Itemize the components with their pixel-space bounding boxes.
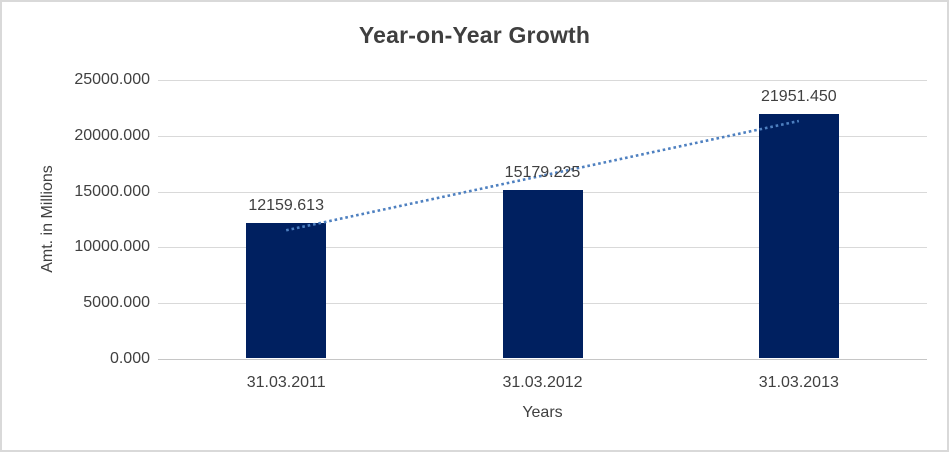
bar	[502, 189, 583, 358]
y-tick-label: 15000.000	[74, 182, 150, 200]
gridline	[158, 80, 927, 81]
x-axis-line	[158, 359, 927, 360]
y-axis-title: Amt. in Millions	[39, 165, 56, 273]
y-tick-label: 10000.000	[74, 238, 150, 256]
x-tick-label: 31.03.2011	[246, 374, 326, 391]
bar	[758, 114, 839, 358]
x-tick-label: 31.03.2012	[502, 374, 583, 391]
trendline-dotted-line	[285, 119, 800, 232]
x-axis-title: Years	[522, 404, 563, 421]
y-tick-label: 0.000	[109, 350, 150, 367]
y-tick-label: 20000.000	[74, 126, 150, 144]
gridline	[158, 135, 927, 137]
chart-title: Year-on-Year Growth	[358, 22, 591, 48]
y-tick-label: 25000.000	[74, 71, 150, 88]
bar	[246, 223, 327, 358]
trendline	[285, 119, 800, 232]
x-tick-label: 31.03.2013	[758, 374, 839, 391]
y-tick-label: 5000.000	[83, 294, 150, 312]
bar-data-label: 21951.450	[761, 88, 837, 106]
bar-data-label: 12159.613	[248, 197, 324, 215]
bar-data-label: 15179.225	[504, 163, 581, 181]
